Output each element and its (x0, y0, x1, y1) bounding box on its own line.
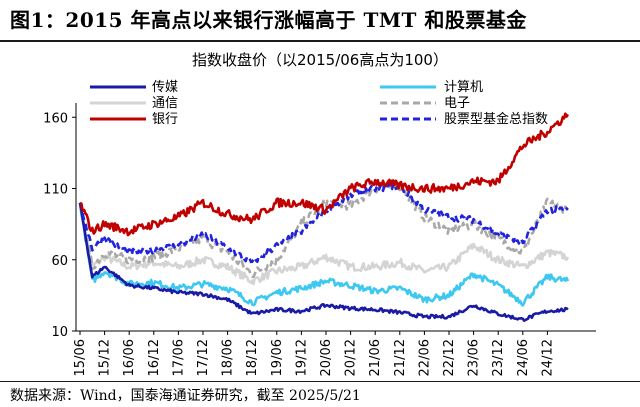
legend-label-jisuanji: 计算机 (444, 80, 484, 95)
x-tick-label: 15/06 (73, 339, 88, 376)
x-tick-label: 23/12 (491, 339, 506, 376)
x-tick-label: 24/12 (540, 339, 555, 376)
x-tick-label: 20/06 (319, 339, 334, 376)
series-line-4 (79, 112, 570, 237)
series-line-0 (78, 202, 569, 322)
chart-axes (75, 103, 596, 332)
y-tick-label: 110 (43, 183, 68, 198)
x-tick-label: 19/12 (294, 339, 309, 376)
series-line-2 (78, 202, 570, 286)
source-divider (0, 381, 640, 382)
legend-label-tongxin: 通信 (152, 96, 179, 111)
legend-label-dianzi: 电子 (444, 96, 471, 111)
x-tick-label: 16/12 (147, 339, 162, 376)
x-tick-label: 22/12 (442, 339, 457, 376)
x-tick-label: 20/12 (344, 339, 359, 376)
chart-ticks: 10 60 110 160 15/06 15/12 16/06 16/12 17/06 17/12… (43, 111, 555, 376)
x-tick-label: 17/06 (171, 339, 186, 376)
legend-label-fund-index: 股票型基金总指数 (444, 112, 549, 127)
x-tick-label: 24/06 (516, 339, 531, 376)
x-tick-label: 19/06 (270, 339, 285, 376)
x-tick-label: 22/06 (417, 339, 432, 376)
legend-swatch-tongxin (90, 101, 146, 105)
x-tick-label: 23/06 (467, 339, 482, 376)
x-tick-label: 15/12 (98, 339, 113, 376)
legend-swatch-dianzi (380, 101, 436, 105)
x-tick-label: 18/12 (245, 339, 260, 376)
y-tick-label: 10 (51, 325, 68, 340)
x-tick-label: 21/06 (368, 339, 383, 376)
chart-series (78, 112, 570, 322)
series-line-1 (78, 202, 570, 307)
legend-label-chuanmei: 传媒 (152, 80, 179, 95)
x-tick-label: 16/06 (122, 339, 137, 376)
series-line-3 (78, 180, 569, 278)
legend-label-yinhang: 银行 (152, 112, 179, 127)
y-tick-label: 60 (51, 254, 68, 269)
chart-subtitle: 指数收盘价（以2015/06高点为100） (192, 51, 448, 69)
legend-swatch-jisuanji (380, 85, 436, 89)
y-tick-label: 160 (43, 111, 68, 126)
figure-title: 图1：2015 年高点以来银行涨幅高于 TMT 和股票基金 (10, 8, 527, 32)
source-note: 数据来源：Wind，国泰海通证券研究，截至 2025/5/21 (10, 388, 361, 404)
legend-swatch-yinhang (90, 117, 146, 121)
legend-swatch-chuanmei (90, 85, 146, 89)
x-tick-label: 21/12 (393, 339, 408, 376)
legend-swatch-fund-index (380, 117, 436, 121)
x-tick-label: 18/06 (221, 339, 236, 376)
x-tick-label: 17/12 (196, 339, 211, 376)
title-divider (0, 40, 640, 42)
